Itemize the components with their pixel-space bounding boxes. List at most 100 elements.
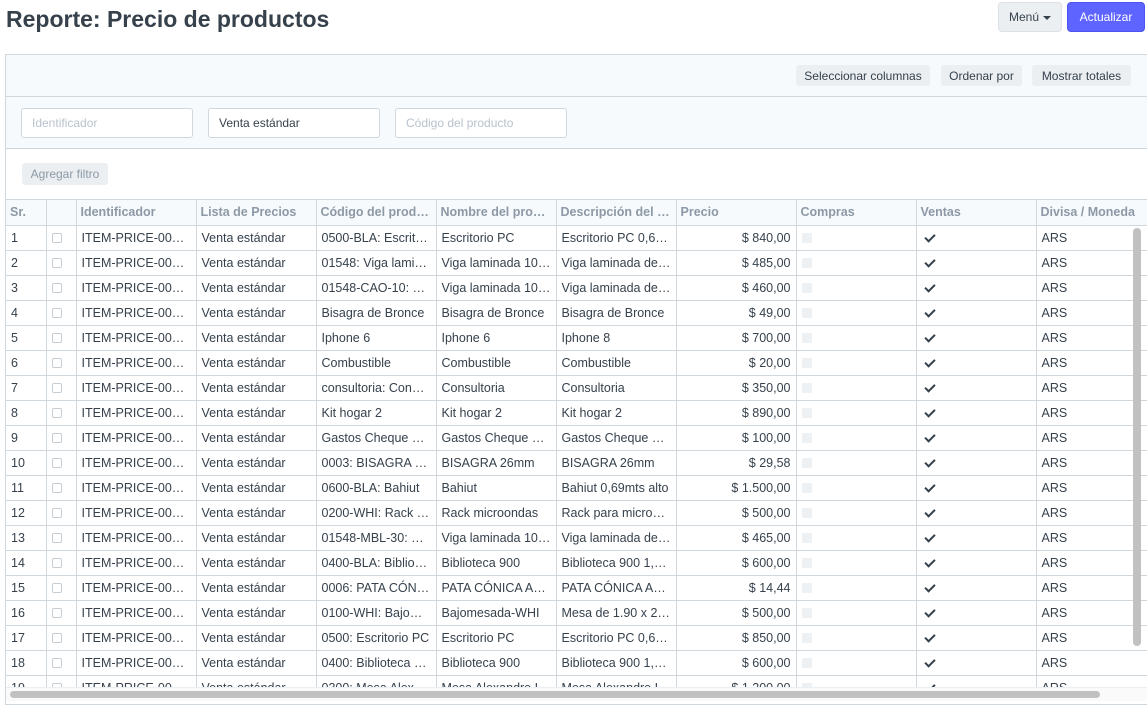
unchecked-box-icon bbox=[801, 333, 812, 344]
buying-cell bbox=[795, 624, 917, 651]
row-select-cell[interactable] bbox=[45, 424, 77, 451]
row-select-cell[interactable] bbox=[45, 299, 77, 326]
table-row[interactable]: 12 ITEM-PRICE-00047 Venta estándar 0200-WHI… bbox=[6, 499, 1147, 526]
refresh-button[interactable]: Actualizar bbox=[1067, 2, 1145, 32]
table-row[interactable]: 7 ITEM-PRICE-00052 Venta estándar consultor… bbox=[6, 374, 1147, 401]
column-header[interactable]: Compras bbox=[795, 200, 917, 226]
column-header[interactable]: Identificador bbox=[75, 200, 197, 226]
row-checkbox[interactable] bbox=[51, 433, 62, 444]
identifier-cell: ITEM-PRICE-00052 bbox=[75, 374, 197, 401]
table-row[interactable]: 2 ITEM-PRICE-00057 Venta estándar 01548: Vi… bbox=[6, 249, 1147, 276]
sort-by-button[interactable]: Ordenar por bbox=[941, 65, 1022, 86]
column-header[interactable]: Descripción del producto bbox=[555, 200, 677, 226]
row-select-cell[interactable] bbox=[45, 349, 77, 376]
column-header[interactable]: Nombre del producto bbox=[435, 200, 557, 226]
buying-cell bbox=[795, 524, 917, 551]
identifier-cell: ITEM-PRICE-00051 bbox=[75, 399, 197, 426]
row-select-cell[interactable] bbox=[45, 399, 77, 426]
row-checkbox[interactable] bbox=[51, 658, 62, 669]
row-select-cell[interactable] bbox=[45, 524, 77, 551]
row-checkbox[interactable] bbox=[51, 458, 62, 469]
column-header[interactable] bbox=[45, 200, 77, 226]
row-checkbox[interactable] bbox=[51, 333, 62, 344]
row-select-cell[interactable] bbox=[45, 624, 77, 651]
table-row[interactable]: 9 ITEM-PRICE-00050 Venta estándar Gastos Ch… bbox=[6, 424, 1147, 451]
row-checkbox[interactable] bbox=[51, 258, 62, 269]
row-select-cell[interactable] bbox=[45, 224, 77, 251]
row-checkbox[interactable] bbox=[51, 533, 62, 544]
currency-cell: ARS bbox=[1035, 224, 1147, 251]
row-checkbox[interactable] bbox=[51, 408, 62, 419]
table-row[interactable]: 10 ITEM-PRICE-00049 Venta estándar 0003: BI… bbox=[6, 449, 1147, 476]
table-row[interactable]: 3 ITEM-PRICE-00056 Venta estándar 01548-CAO… bbox=[6, 274, 1147, 301]
table-row[interactable]: 11 ITEM-PRICE-00048 Venta estándar 0600-BLA… bbox=[6, 474, 1147, 501]
vertical-scrollbar[interactable] bbox=[1133, 228, 1141, 646]
show-totals-button[interactable]: Mostrar totales bbox=[1032, 65, 1131, 86]
row-checkbox[interactable] bbox=[51, 483, 62, 494]
row-select-cell[interactable] bbox=[45, 649, 77, 676]
check-icon bbox=[923, 231, 936, 243]
column-header[interactable]: Sr. bbox=[6, 200, 47, 226]
table-row[interactable]: 16 ITEM-PRICE-00043 Venta estándar 0100-WHI… bbox=[6, 599, 1147, 626]
table-row[interactable]: 1 ITEM-PRICE-00058 Venta estándar 0500-BLA:… bbox=[6, 224, 1147, 251]
column-header[interactable]: Divisa / Moneda bbox=[1035, 200, 1147, 226]
row-select-cell[interactable] bbox=[45, 324, 77, 351]
column-header[interactable]: Lista de Precios bbox=[195, 200, 317, 226]
add-filter-button[interactable]: Agregar filtro bbox=[22, 163, 108, 185]
column-header[interactable]: Código del producto bbox=[315, 200, 437, 226]
row-checkbox[interactable] bbox=[51, 508, 62, 519]
row-select-cell[interactable] bbox=[45, 374, 77, 401]
row-checkbox[interactable] bbox=[51, 558, 62, 569]
row-checkbox[interactable] bbox=[51, 383, 62, 394]
table-row[interactable]: 18 ITEM-PRICE-00017 Venta estándar 0400: Bi… bbox=[6, 649, 1147, 676]
price-cell: $ 20,00 bbox=[675, 349, 797, 376]
row-select-cell[interactable] bbox=[45, 474, 77, 501]
row-select-cell[interactable] bbox=[45, 449, 77, 476]
row-select-cell[interactable] bbox=[45, 499, 77, 526]
table-row[interactable]: 13 ITEM-PRICE-00046 Venta estándar 01548-MB… bbox=[6, 524, 1147, 551]
product-description-cell: Biblioteca 900 1,80mts bbox=[555, 649, 677, 676]
menu-button[interactable]: Menú bbox=[998, 2, 1062, 32]
identifier-filter-input[interactable]: Identificador bbox=[21, 108, 193, 138]
table-row[interactable]: 4 ITEM-PRICE-00055 Venta estándar Bisagra d… bbox=[6, 299, 1147, 326]
table-row[interactable]: 6 ITEM-PRICE-00053 Venta estándar Combustib… bbox=[6, 349, 1147, 376]
product-name-cell: Viga laminada 10cm bbox=[435, 524, 557, 551]
table-row[interactable]: 19 ITEM-PRICE-00016Venta estándar0300: Me… bbox=[6, 674, 1147, 687]
row-checkbox[interactable] bbox=[51, 233, 62, 244]
row-select-cell[interactable] bbox=[45, 674, 77, 687]
row-select-cell[interactable] bbox=[45, 274, 77, 301]
buying-cell bbox=[795, 474, 917, 501]
row-select-cell[interactable] bbox=[45, 599, 77, 626]
product-code-cell: Combustible bbox=[315, 349, 437, 376]
currency-cell: ARS bbox=[1035, 574, 1147, 601]
row-checkbox[interactable] bbox=[51, 633, 62, 644]
row-checkbox[interactable] bbox=[51, 358, 62, 369]
row-checkbox[interactable] bbox=[51, 308, 62, 319]
column-header[interactable]: Ventas bbox=[915, 200, 1037, 226]
row-checkbox[interactable] bbox=[51, 583, 62, 594]
product-code-filter-input[interactable]: Código del producto bbox=[395, 108, 567, 138]
column-header[interactable]: Precio bbox=[675, 200, 797, 226]
unchecked-box-icon bbox=[801, 383, 812, 394]
row-checkbox[interactable] bbox=[51, 683, 62, 687]
table-row[interactable]: 8 ITEM-PRICE-00051 Venta estándar Kit hogar… bbox=[6, 399, 1147, 426]
row-select-cell[interactable] bbox=[45, 574, 77, 601]
table-row[interactable]: 15 ITEM-PRICE-00044 Venta estándar 0006: PA… bbox=[6, 574, 1147, 601]
select-columns-button[interactable]: Seleccionar columnas bbox=[796, 65, 930, 86]
horizontal-scrollbar[interactable] bbox=[10, 691, 1100, 698]
check-icon bbox=[923, 556, 936, 568]
product-name-cell: Viga laminada 10cm bbox=[435, 274, 557, 301]
row-checkbox[interactable] bbox=[51, 283, 62, 294]
check-icon bbox=[923, 356, 936, 368]
row-select-cell[interactable] bbox=[45, 549, 77, 576]
row-select-cell[interactable] bbox=[45, 249, 77, 276]
report-table-wrap: Sr. Identificador Lista de Precios Código d… bbox=[6, 199, 1147, 687]
price-list-filter-input[interactable]: Venta estándar bbox=[208, 108, 380, 138]
table-row[interactable]: 17 ITEM-PRICE-00042 Venta estándar 0500: Es… bbox=[6, 624, 1147, 651]
product-name-cell: Biblioteca 900 bbox=[435, 549, 557, 576]
row-checkbox[interactable] bbox=[51, 608, 62, 619]
product-code-cell: 0300: Mesa Alexandre bbox=[315, 674, 437, 687]
table-row[interactable]: 14 ITEM-PRICE-00045 Venta estándar 0400-BLA… bbox=[6, 549, 1147, 576]
product-description-cell: Rack para microondas bbox=[555, 499, 677, 526]
